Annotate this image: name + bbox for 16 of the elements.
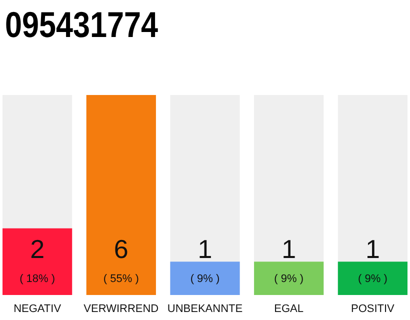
annotation: ( 55% ) bbox=[103, 273, 139, 285]
data-label: 6 bbox=[114, 234, 128, 264]
x-tick-label: POSITIV bbox=[350, 303, 396, 315]
x-tick-label: UNBEKANNTE bbox=[167, 303, 243, 315]
x-tick-label: EGAL bbox=[274, 303, 304, 315]
data-label: 2 bbox=[30, 234, 45, 264]
x-tick-label: NEGATIV bbox=[14, 303, 62, 315]
annotation: ( 9% ) bbox=[274, 273, 304, 285]
data-label: 1 bbox=[365, 234, 380, 264]
annotation: ( 9% ) bbox=[358, 273, 388, 285]
x-tick-label: VERWIRREND bbox=[84, 303, 159, 315]
data-label: 1 bbox=[198, 234, 212, 264]
annotation: ( 9% ) bbox=[190, 273, 220, 285]
chart-title: 095431774 bbox=[5, 6, 158, 46]
data-label: 1 bbox=[282, 234, 296, 264]
annotation: ( 18% ) bbox=[20, 273, 56, 285]
